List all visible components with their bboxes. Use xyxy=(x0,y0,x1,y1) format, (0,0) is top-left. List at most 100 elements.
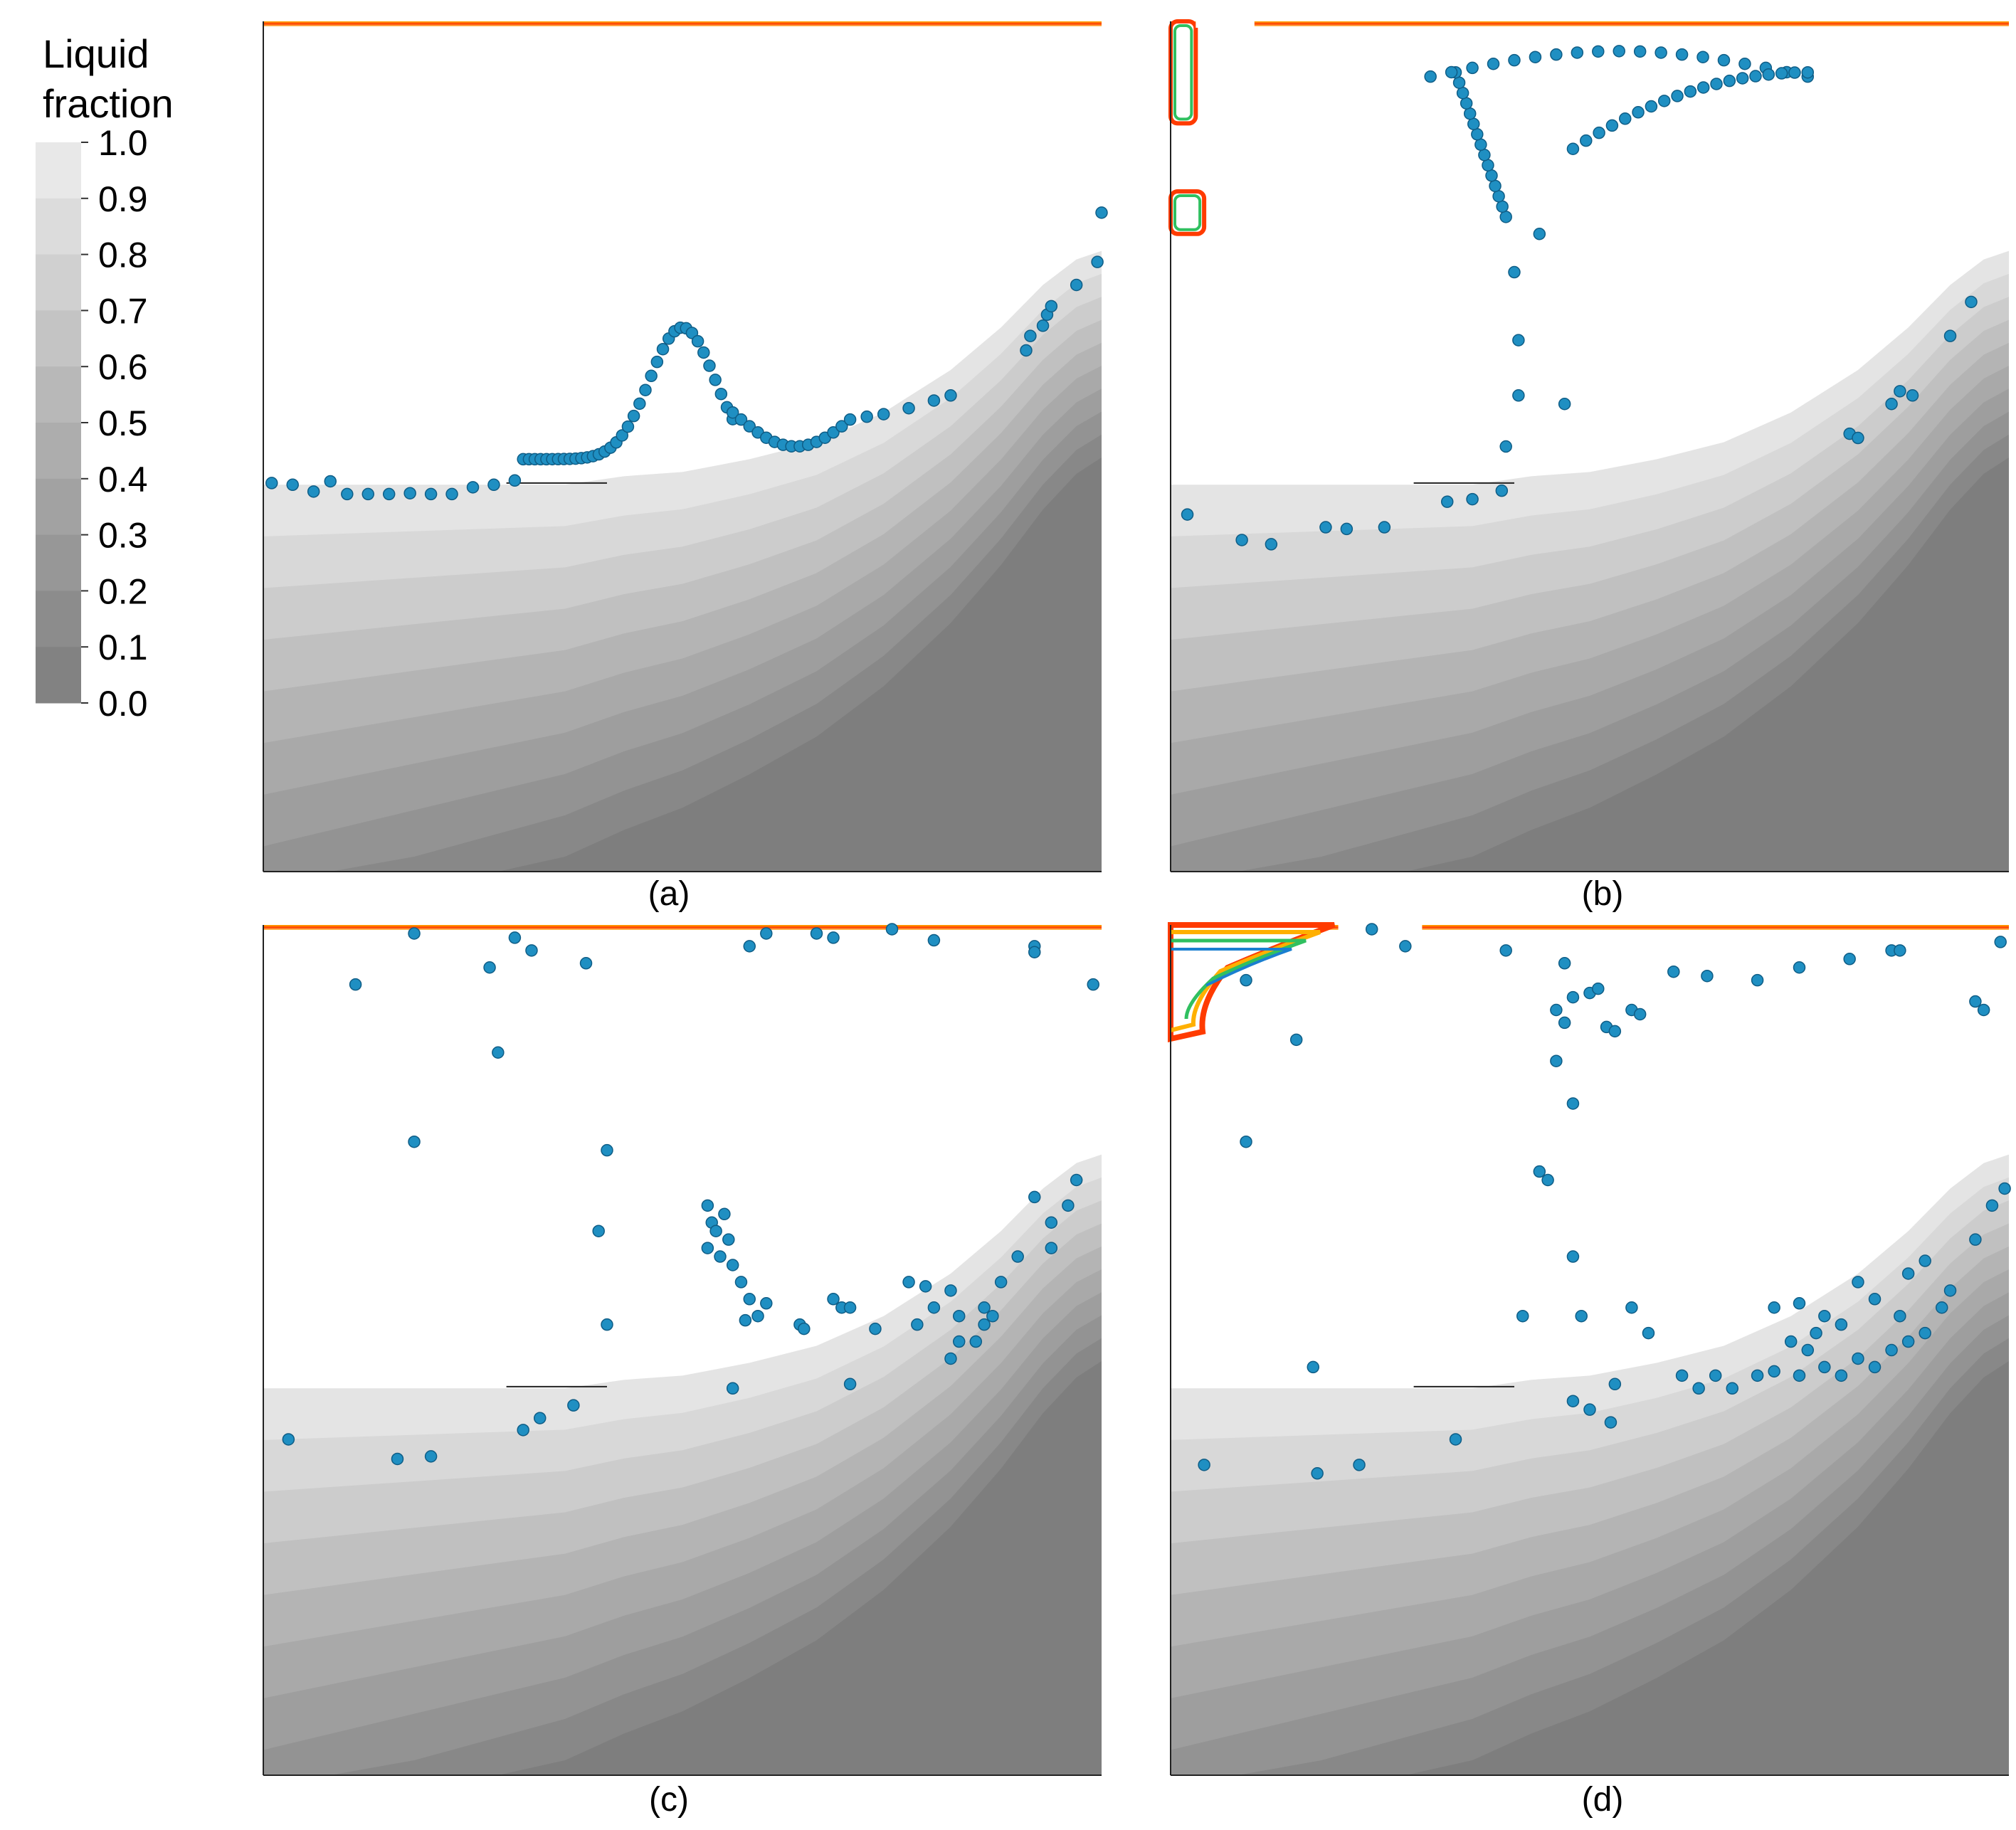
particle xyxy=(751,1309,764,1323)
particle xyxy=(911,1318,924,1331)
particle xyxy=(1592,982,1605,995)
particle xyxy=(1440,495,1454,508)
particle xyxy=(1985,1199,1999,1212)
particle xyxy=(349,978,362,991)
particle xyxy=(739,1313,752,1327)
particle xyxy=(1709,1369,1722,1382)
particle xyxy=(1749,70,1762,83)
particle xyxy=(1684,85,1697,98)
particle xyxy=(734,413,748,426)
legend-tick-label: 0.1 xyxy=(98,628,148,667)
free-surface xyxy=(263,925,1102,930)
particle xyxy=(1726,1382,1739,1395)
particle xyxy=(1240,1135,1252,1148)
particle xyxy=(408,927,421,940)
particle xyxy=(1901,1267,1915,1280)
particle xyxy=(1632,106,1645,119)
particle xyxy=(1793,1369,1806,1382)
particle xyxy=(743,1293,756,1306)
particle xyxy=(743,940,756,953)
legend-band xyxy=(36,478,81,536)
particle xyxy=(810,927,823,940)
particle xyxy=(1566,1250,1580,1263)
particle xyxy=(1499,440,1512,453)
particle xyxy=(869,1322,882,1336)
particle xyxy=(1496,200,1509,213)
particle xyxy=(1550,1054,1563,1067)
particle xyxy=(1575,1309,1588,1323)
particle xyxy=(1835,1369,1848,1382)
particle xyxy=(1353,1459,1366,1471)
particle xyxy=(1495,484,1509,497)
particle xyxy=(487,478,500,492)
particle xyxy=(1340,522,1353,536)
particle xyxy=(1868,1293,1882,1306)
particle xyxy=(1977,1003,1990,1017)
particle xyxy=(944,1352,957,1365)
particle xyxy=(685,327,699,339)
particle xyxy=(1087,978,1099,991)
particle xyxy=(1492,190,1505,203)
particle xyxy=(1533,228,1546,240)
particle xyxy=(1592,45,1605,58)
particle xyxy=(1852,1276,1864,1289)
particle xyxy=(1240,973,1252,987)
legend-tick-label: 0.8 xyxy=(98,236,148,275)
particle xyxy=(1512,389,1525,402)
particle xyxy=(1675,1369,1689,1382)
particle xyxy=(743,420,756,433)
particle xyxy=(483,961,496,974)
free-surface xyxy=(263,21,1102,26)
particle xyxy=(1499,211,1512,223)
legend-band xyxy=(36,254,81,311)
surface-gap xyxy=(1338,925,1423,931)
particle xyxy=(324,475,337,488)
free-surface xyxy=(1171,925,2009,930)
particle xyxy=(1969,995,1982,1008)
particle xyxy=(1487,58,1500,70)
particle xyxy=(286,478,299,492)
particle xyxy=(592,1225,605,1237)
particle xyxy=(1399,940,1412,953)
particle xyxy=(1571,46,1584,59)
particle xyxy=(1943,1284,1957,1297)
particle xyxy=(466,481,480,494)
particle xyxy=(703,359,716,372)
particle xyxy=(1608,1377,1622,1391)
particle xyxy=(508,474,522,487)
particle xyxy=(1566,1395,1580,1407)
particle xyxy=(1723,74,1736,88)
particle xyxy=(1943,329,1957,342)
particle xyxy=(525,944,538,957)
particle xyxy=(722,1233,735,1246)
particle xyxy=(969,1335,983,1348)
particle xyxy=(986,1309,999,1323)
particle xyxy=(424,1450,438,1463)
particle xyxy=(1604,1416,1617,1429)
particle xyxy=(1550,1003,1563,1017)
particle xyxy=(1775,67,1788,80)
particle xyxy=(601,1318,613,1331)
particle xyxy=(1566,1097,1580,1110)
recoil-splash-core xyxy=(1171,948,1292,987)
particle xyxy=(1474,138,1487,152)
particle xyxy=(718,1207,731,1221)
particle xyxy=(424,487,438,501)
particle xyxy=(1580,134,1593,147)
legend-band xyxy=(36,423,81,480)
legend-tick-label: 0.6 xyxy=(98,347,148,387)
particle xyxy=(843,1377,857,1391)
particle xyxy=(445,487,458,501)
particle xyxy=(726,1259,739,1271)
particle xyxy=(1466,61,1479,75)
particle xyxy=(1460,97,1473,110)
particle xyxy=(1696,51,1709,63)
particle xyxy=(1633,45,1647,58)
particle xyxy=(1655,46,1667,59)
particle xyxy=(1618,112,1632,125)
particle xyxy=(1852,1352,1864,1365)
particle xyxy=(1449,1433,1462,1446)
particle xyxy=(760,1297,773,1310)
particle xyxy=(860,410,873,423)
